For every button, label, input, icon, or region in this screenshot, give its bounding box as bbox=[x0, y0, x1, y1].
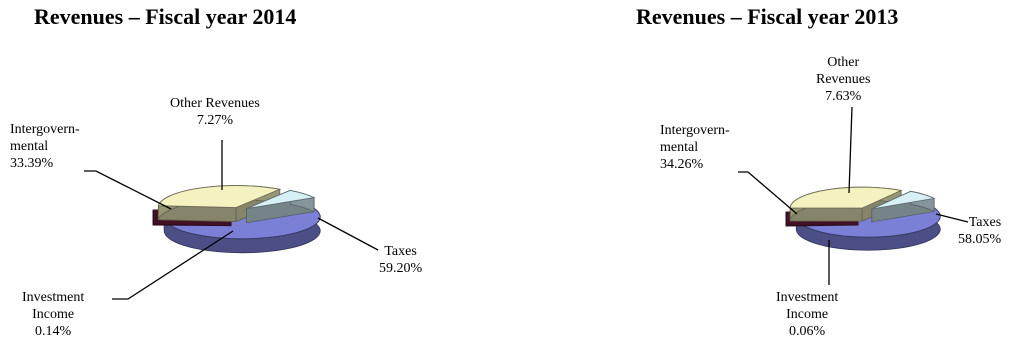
slice-label-2013-intergovernmental: Intergovern- mental 34.26% bbox=[660, 123, 730, 172]
leader-line-2013-intergov bbox=[738, 171, 798, 215]
chart-title-2014: Revenues – Fiscal year 2014 bbox=[34, 4, 297, 29]
chart-title-2013: Revenues – Fiscal year 2013 bbox=[636, 4, 899, 29]
pie-slice-2014-other-revenues bbox=[246, 189, 316, 224]
leader-line-2013-other bbox=[848, 106, 853, 194]
leader-line-2014-taxes bbox=[317, 217, 379, 251]
slice-label-2014-other-revenues: Other Revenues 7.27% bbox=[170, 96, 260, 128]
leader-line-2013-taxes bbox=[935, 213, 969, 223]
leader-line-2014-investment bbox=[112, 230, 234, 300]
leader-lines bbox=[84, 106, 969, 300]
slice-label-2013-taxes: Taxes 58.05% bbox=[958, 215, 1002, 247]
pie-chart-2014 bbox=[152, 185, 321, 254]
pie-slice-2013-other-revenues bbox=[871, 190, 936, 223]
slice-label-2014-taxes: Taxes 59.20% bbox=[379, 244, 423, 276]
slice-label-2014-investment-income: Investment Income 0.14% bbox=[22, 290, 85, 339]
slice-label-2013-other-revenues: Other Revenues 7.63% bbox=[816, 55, 871, 104]
leader-line-2014-intergov bbox=[84, 170, 172, 210]
slice-label-2014-intergovernmental: Intergovern- mental 33.39% bbox=[10, 122, 80, 171]
pie-chart-2013 bbox=[785, 186, 941, 251]
slice-label-2013-investment-income: Investment Income 0.06% bbox=[776, 290, 839, 339]
